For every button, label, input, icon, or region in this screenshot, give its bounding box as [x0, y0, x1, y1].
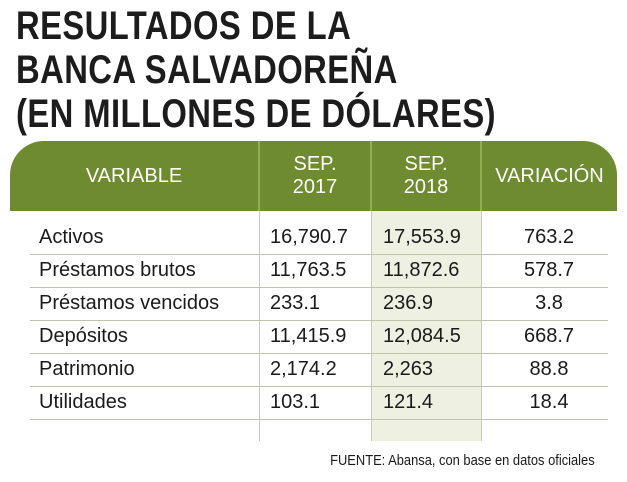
- table-row: Patrimonio 2,174.2 2,263 88.8: [30, 353, 608, 387]
- header-divider: [370, 141, 372, 211]
- header-sep-2018-line-1: SEP.: [404, 153, 448, 175]
- page-title: RESULTADOS DE LA BANCA SALVADOREÑA (EN M…: [16, 4, 496, 136]
- cell-variacion: 668.7: [523, 325, 575, 347]
- title-line-3: (EN MILLONES DE DÓLARES): [16, 92, 496, 136]
- cell-sep-2017: 11,415.9: [270, 325, 347, 347]
- title-line-2: BANCA SALVADOREÑA: [16, 48, 398, 92]
- title-line-1: RESULTADOS DE LA: [16, 4, 352, 48]
- header-divider: [258, 141, 260, 211]
- cell-variable: Préstamos vencidos: [39, 292, 220, 314]
- results-table: VARIABLE SEP. 2017 SEP. 2018 VARIACIÓN A…: [10, 141, 617, 441]
- header-sep-2017-line-1: SEP.: [293, 153, 337, 175]
- column-divider: [259, 211, 260, 441]
- highlight-column-2018: [371, 211, 481, 441]
- header-variable: VARIABLE: [85, 164, 183, 187]
- cell-sep-2018: 121.4: [383, 391, 434, 413]
- header-sep-2017: SEP. 2017: [260, 141, 370, 211]
- cell-variacion: 18.4: [529, 391, 569, 413]
- cell-variable: Patrimonio: [39, 358, 135, 380]
- cell-sep-2018: 12,084.5: [383, 325, 461, 347]
- cell-sep-2017: 233.1: [270, 292, 321, 314]
- cell-variacion: 763.2: [523, 226, 575, 248]
- column-divider: [481, 211, 482, 441]
- cell-variable: Préstamos brutos: [39, 259, 196, 281]
- cell-variable: Depósitos: [39, 325, 128, 347]
- table-row: Utilidades 103.1 121.4 18.4: [30, 386, 608, 420]
- cell-sep-2017: 11,763.5: [270, 259, 347, 281]
- table-row: Activos 16,790.7 17,553.9 763.2: [30, 221, 608, 255]
- header-sep-2018-line-2: 2018: [403, 176, 449, 198]
- column-divider: [371, 211, 372, 441]
- cell-sep-2018: 17,553.9: [383, 226, 461, 248]
- cell-variable: Activos: [39, 226, 104, 248]
- cell-variacion: 578.7: [523, 259, 575, 281]
- header-sep-2018: SEP. 2018: [372, 141, 480, 211]
- cell-sep-2017: 103.1: [270, 391, 321, 413]
- cell-sep-2017: 2,174.2: [270, 358, 337, 380]
- header-variacion: VARIACIÓN: [495, 164, 604, 187]
- header-sep-2017-line-2: 2017: [292, 176, 338, 198]
- table-row: Depósitos 11,415.9 12,084.5 668.7: [30, 320, 608, 354]
- cell-variable: Utilidades: [39, 391, 127, 413]
- table-row: Préstamos vencidos 233.1 236.9 3.8: [30, 287, 608, 321]
- table-header: VARIABLE SEP. 2017 SEP. 2018 VARIACIÓN: [10, 141, 617, 211]
- cell-sep-2017: 16,790.7: [270, 226, 348, 248]
- table-row: Préstamos brutos 11,763.5 11,872.6 578.7: [30, 254, 608, 288]
- cell-variacion: 3.8: [535, 292, 563, 314]
- cell-sep-2018: 2,263: [383, 358, 434, 380]
- cell-variacion: 88.8: [529, 358, 569, 380]
- cell-sep-2018: 236.9: [383, 292, 434, 314]
- cell-sep-2018: 11,872.6: [383, 259, 460, 281]
- header-divider: [480, 141, 482, 211]
- source-note: FUENTE: Abansa, con base en datos oficia…: [330, 452, 595, 469]
